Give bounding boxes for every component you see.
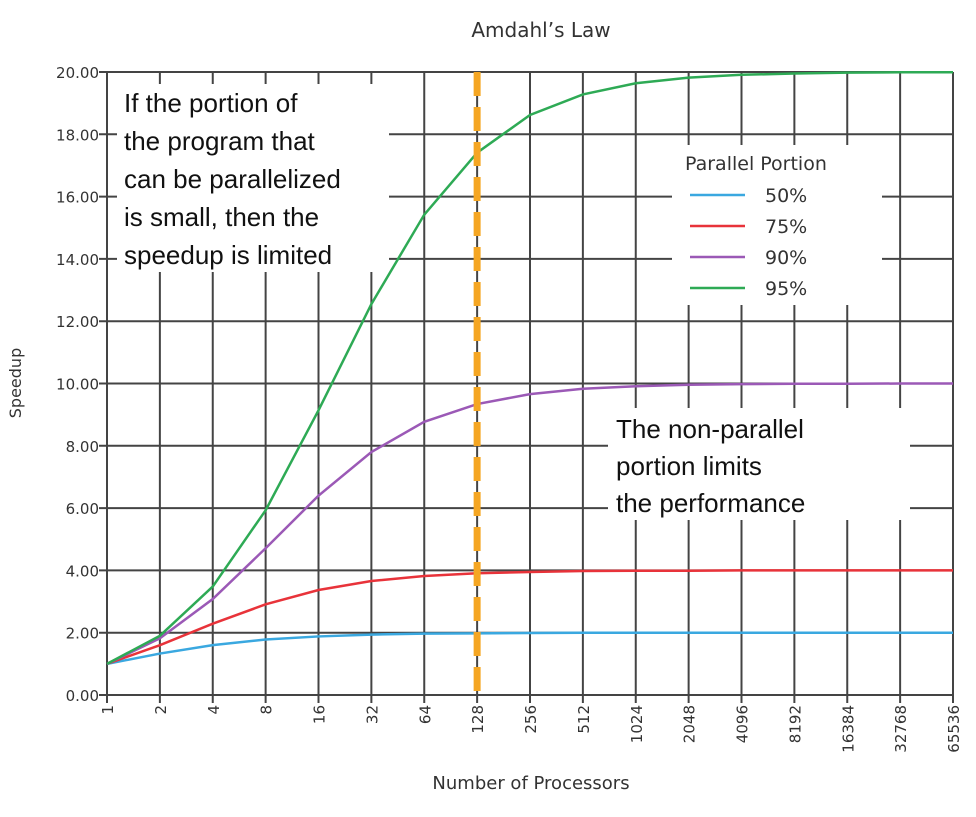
chart-title: Amdahl’s Law (471, 18, 610, 42)
annotation-right-line: The non-parallel (616, 414, 804, 444)
y-tick-label: 4.00 (66, 562, 99, 580)
y-tick-label: 16.00 (56, 189, 99, 207)
y-tick-label: 14.00 (56, 251, 99, 269)
y-tick-label: 20.00 (56, 64, 99, 82)
annotation-left-line: can be parallelized (124, 164, 341, 194)
annotation-left-line: If the portion of (124, 88, 298, 118)
x-axis-label: Number of Processors (432, 773, 629, 794)
x-tick-label: 128 (469, 705, 487, 734)
x-tick-label: 16 (311, 705, 329, 724)
x-tick-label: 4 (205, 705, 223, 715)
y-tick-label: 12.00 (56, 313, 99, 331)
x-tick-label: 16384 (839, 705, 857, 753)
annotation-left: If the portion of the program that can b… (117, 84, 389, 272)
x-tick-label: 64 (416, 705, 434, 724)
x-ticks: 1 2 4 8 16 32 64 128 256 512 1024 2048 4096 8192 16384… (99, 705, 963, 753)
x-tick-label: 2048 (681, 705, 699, 743)
x-tick-label: 2 (152, 705, 170, 715)
y-axis-label: Speedup (6, 348, 25, 418)
y-tick-label: 6.00 (66, 500, 99, 518)
y-tick-label: 0.00 (66, 687, 99, 705)
x-tick-label: 512 (575, 705, 593, 734)
legend-label: 90% (765, 247, 807, 269)
annotation-right-line: portion limits (616, 451, 762, 481)
x-tick-label: 32768 (892, 705, 910, 753)
legend-title: Parallel Portion (685, 153, 827, 175)
legend: Parallel Portion 50% 75% 90% 95% (672, 145, 882, 305)
x-tick-label: 1 (99, 705, 117, 715)
x-tick-label: 65536 (945, 705, 963, 753)
legend-label: 50% (765, 185, 807, 207)
annotation-left-line: is small, then the (124, 202, 319, 232)
annotation-right-line: the performance (616, 488, 805, 518)
x-tick-label: 8 (258, 705, 276, 715)
x-tick-label: 256 (522, 705, 540, 734)
annotation-left-line: speedup is limited (124, 240, 332, 270)
legend-label: 95% (765, 278, 807, 300)
legend-label: 75% (765, 216, 807, 238)
x-tick-label: 4096 (734, 705, 752, 743)
y-ticks: 0.00 2.00 4.00 6.00 8.00 10.00 12.00 14.00 16.00… (56, 64, 99, 705)
y-tick-label: 2.00 (66, 625, 99, 643)
y-tick-label: 18.00 (56, 126, 99, 144)
y-tick-label: 10.00 (56, 376, 99, 394)
series-lines (106, 71, 954, 666)
x-tick-label: 8192 (786, 705, 804, 743)
annotation-right: The non-parallel portion limits the perf… (608, 408, 910, 520)
x-tick-label: 32 (363, 705, 381, 724)
y-tick-label: 8.00 (66, 438, 99, 456)
x-tick-label: 1024 (628, 705, 646, 743)
annotation-left-line: the program that (124, 126, 316, 156)
